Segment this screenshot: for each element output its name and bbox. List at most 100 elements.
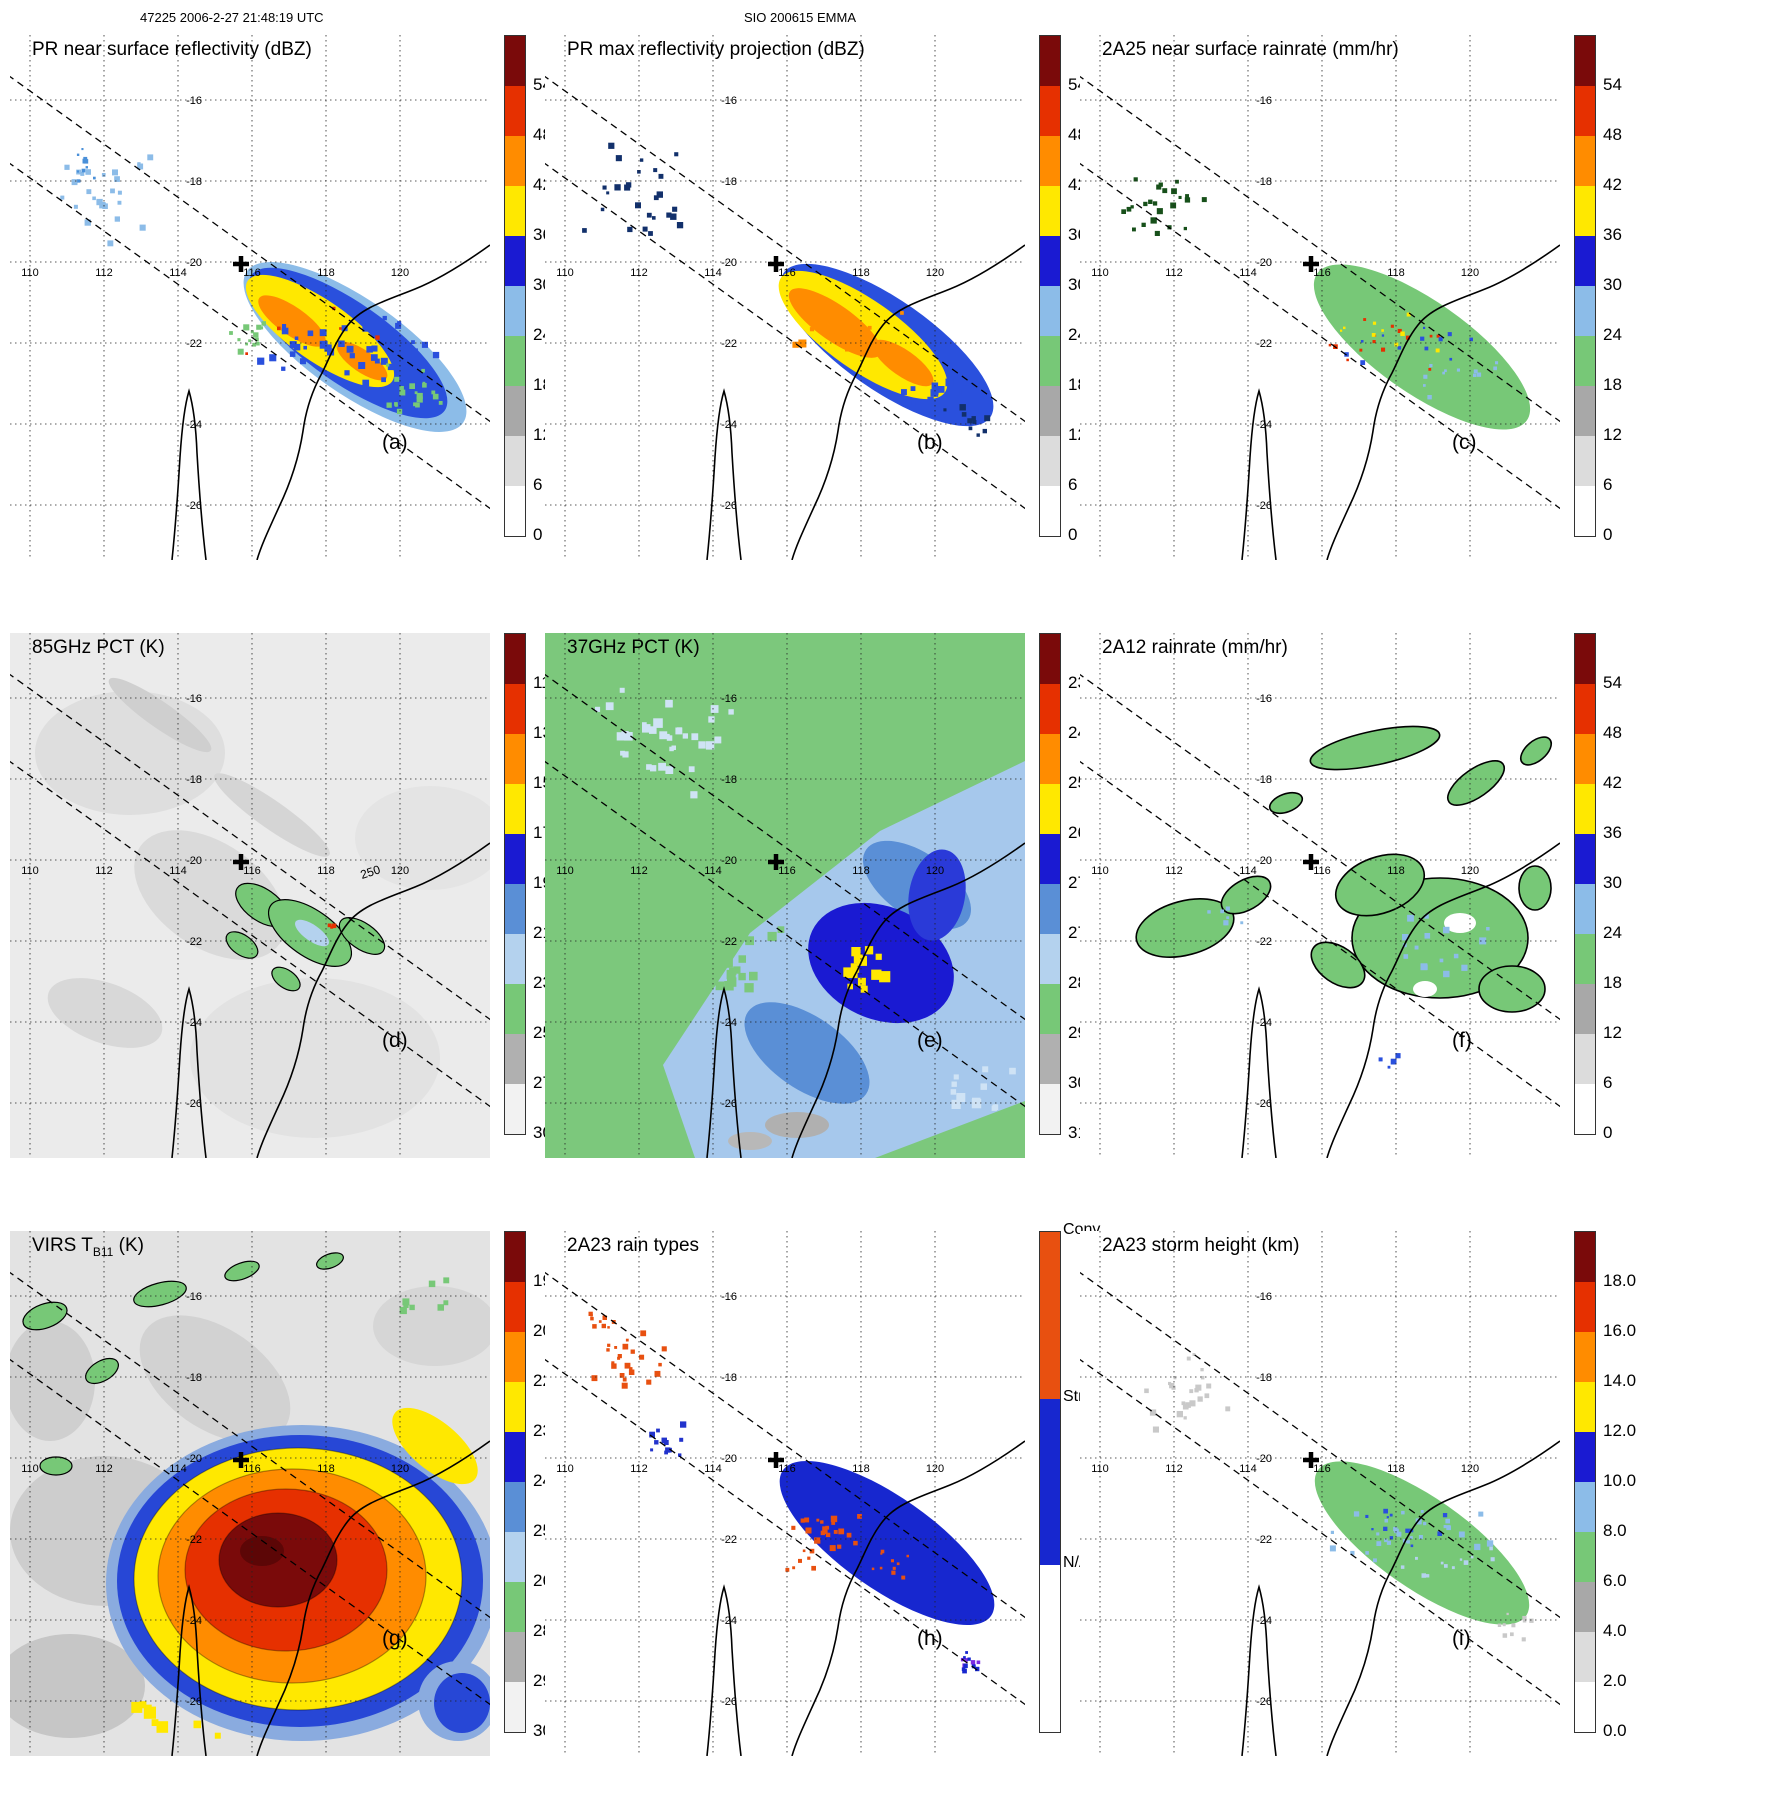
svg-text:-24: -24 xyxy=(186,419,202,431)
colorbar-segment xyxy=(505,1682,525,1732)
storm-center-marker xyxy=(233,854,249,870)
panel-letter-i: (i) xyxy=(1452,1627,1471,1650)
colorbar-tick: 42 xyxy=(1603,773,1622,792)
svg-text:118: 118 xyxy=(1387,865,1405,877)
colorbar-segment xyxy=(1040,884,1060,934)
map-c: 110 112 114 116 118 120 -16 -18 -20 -22 -24 -26 xyxy=(1080,35,1560,560)
colorbar-tick: 4.0 xyxy=(1603,1621,1627,1640)
colorbar-segment xyxy=(505,1482,525,1532)
colorbar-segment xyxy=(1575,1532,1595,1582)
colorbar-i xyxy=(1574,1231,1596,1733)
svg-text:120: 120 xyxy=(1461,267,1479,279)
colorbar-segment xyxy=(1575,1582,1595,1632)
colorbar-c xyxy=(1574,35,1596,537)
svg-text:-20: -20 xyxy=(1256,855,1272,867)
svg-text:112: 112 xyxy=(1165,865,1183,877)
svg-text:-22: -22 xyxy=(186,1534,202,1546)
map-b: 110 112 114 116 118 120 -16 -18 -20 -22 -24 -26 xyxy=(545,35,1025,560)
colorbar-tick: 6 xyxy=(1603,475,1613,494)
colorbar-segment xyxy=(505,934,525,984)
colorbar-a xyxy=(504,35,526,537)
colorbar-tick: 2.0 xyxy=(1603,1671,1627,1690)
colorbar-segment xyxy=(1575,286,1595,336)
svg-text:-16: -16 xyxy=(721,95,737,107)
swath-edge-lines xyxy=(545,1271,1025,1706)
svg-text:-24: -24 xyxy=(186,1615,202,1627)
gridlines xyxy=(10,35,490,560)
panel-letter-h: (h) xyxy=(917,1627,943,1650)
colorbar-tick: 12 xyxy=(1603,425,1622,444)
svg-text:110: 110 xyxy=(1091,865,1109,877)
coastline xyxy=(1241,842,1560,1158)
panel-title-a: PR near surface reflectivity (dBZ) xyxy=(32,39,312,60)
colorbar-segment xyxy=(1575,884,1595,934)
svg-text:114: 114 xyxy=(169,865,187,877)
axis-labels: 110 112 114 116 118 120 -16 -18 -20 -22 -24 -26 xyxy=(556,95,944,512)
svg-text:-18: -18 xyxy=(186,1372,202,1384)
svg-text:-18: -18 xyxy=(721,176,737,188)
colorbar-f xyxy=(1574,633,1596,1135)
storm-center-marker xyxy=(768,256,784,272)
colorbar-segment xyxy=(1040,934,1060,984)
colorbar-segment xyxy=(505,884,525,934)
colorbar-tick: 6 xyxy=(533,475,543,494)
swath-edge-lines xyxy=(545,75,1025,510)
colorbar-segment xyxy=(505,386,525,436)
svg-text:118: 118 xyxy=(317,267,335,279)
colorbar-segment xyxy=(505,1432,525,1482)
panel-letter-f: (f) xyxy=(1452,1029,1472,1052)
panel-letter-d: (d) xyxy=(382,1029,408,1052)
colorbar-segment xyxy=(1575,86,1595,136)
colorbar-segment xyxy=(1575,36,1595,86)
svg-text:118: 118 xyxy=(852,865,870,877)
svg-text:-20: -20 xyxy=(721,257,737,269)
storm-center-marker xyxy=(1303,256,1319,272)
data-swath-art xyxy=(1135,725,1553,1069)
colorbar-segment xyxy=(1040,984,1060,1034)
svg-text:110: 110 xyxy=(556,865,574,877)
colorbar-segment xyxy=(505,1282,525,1332)
colorbar-segment xyxy=(1575,1332,1595,1382)
axis-labels: 110 112 114 116 118 120 -16 -18 -20 -22 -24 -26 xyxy=(21,95,409,512)
colorbar-segment xyxy=(1575,486,1595,536)
colorbar-segment xyxy=(505,1084,525,1134)
svg-text:116: 116 xyxy=(1313,267,1331,279)
colorbar-segment xyxy=(1575,984,1595,1034)
swath-edge-lines xyxy=(1080,673,1560,1108)
colorbar-segment xyxy=(1040,486,1060,536)
colorbar-tick: 42 xyxy=(1603,175,1622,194)
colorbar-segment xyxy=(1575,386,1595,436)
svg-text:-26: -26 xyxy=(1256,1696,1272,1708)
panel-i: 110 112 114 116 118 120 -16 -18 -20 -22 -24 -26 2A2… xyxy=(1080,1231,1640,1801)
svg-text:-18: -18 xyxy=(186,176,202,188)
swath-edge-lines xyxy=(10,75,490,510)
colorbar-segment xyxy=(1575,784,1595,834)
svg-text:120: 120 xyxy=(926,865,944,877)
coastline xyxy=(171,244,490,560)
panel-title-i: 2A23 storm height (km) xyxy=(1102,1235,1300,1256)
storm-center-marker xyxy=(233,1452,249,1468)
svg-text:-20: -20 xyxy=(1256,1453,1272,1465)
colorbar-tick: 24 xyxy=(1603,325,1622,344)
svg-text:112: 112 xyxy=(1165,1463,1183,1475)
svg-text:-22: -22 xyxy=(721,936,737,948)
colorbar-segment xyxy=(1575,136,1595,186)
colorbar-segment xyxy=(505,734,525,784)
panel-letter-b: (b) xyxy=(917,431,943,454)
svg-text:-16: -16 xyxy=(186,693,202,705)
colorbar-segment xyxy=(505,1532,525,1582)
svg-text:-24: -24 xyxy=(721,1017,737,1029)
colorbar-tick: 36 xyxy=(1603,823,1622,842)
svg-text:110: 110 xyxy=(556,267,574,279)
svg-text:114: 114 xyxy=(704,865,722,877)
colorbar-segment xyxy=(1040,386,1060,436)
panel-title-e: 37GHz PCT (K) xyxy=(567,637,700,658)
axis-labels: 110 112 114 116 118 120 -16 -18 -20 -22 -24 -26 xyxy=(1091,95,1479,512)
svg-text:-24: -24 xyxy=(721,1615,737,1627)
colorbar-segment xyxy=(1040,1565,1060,1732)
colorbar-segment xyxy=(505,784,525,834)
svg-text:114: 114 xyxy=(1239,1463,1257,1475)
gridlines xyxy=(10,633,490,1158)
svg-text:118: 118 xyxy=(852,1463,870,1475)
storm-title: SIO 200615 EMMA xyxy=(744,10,856,25)
